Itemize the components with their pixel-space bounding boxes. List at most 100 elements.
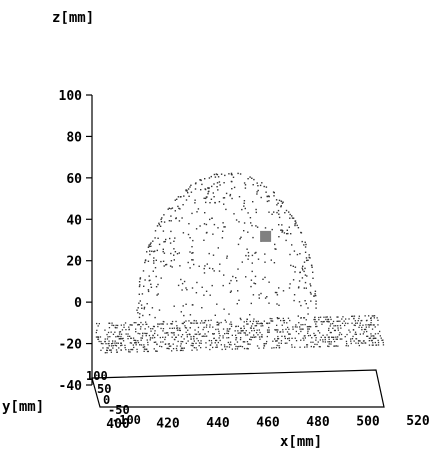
data-point [152,337,154,339]
data-point [158,222,160,224]
data-point [203,272,206,274]
data-point [280,206,282,208]
data-point [278,347,280,349]
data-point [158,323,160,325]
data-point [140,344,143,346]
data-point [370,333,372,335]
data-point [200,179,202,182]
data-point [251,330,253,332]
data-point [130,337,132,339]
data-point [291,244,293,246]
data-point [239,317,242,320]
data-point [353,340,355,342]
data-point [362,333,364,335]
data-point [242,341,244,343]
data-point [129,324,131,326]
data-point [137,332,139,335]
data-point [335,336,337,338]
data-point [268,326,270,329]
data-point [259,184,262,187]
data-point [155,259,157,261]
data-point [162,336,164,338]
data-point [208,190,210,192]
data-point [127,335,129,337]
data-point [149,253,151,256]
data-point [143,344,145,346]
data-point [161,217,163,219]
data-point [318,316,320,319]
data-point [230,173,233,176]
data-point [368,344,371,346]
data-point [198,265,200,267]
data-point [361,319,363,322]
data-point [207,193,209,195]
data-point [259,331,261,334]
data-point [237,325,239,327]
data-point [379,330,381,333]
data-point [253,329,255,332]
data-point [185,199,188,201]
data-point [237,268,239,270]
data-point [247,343,250,345]
data-point [304,337,306,339]
data-point [278,236,280,238]
data-point [219,263,221,265]
data-point [162,230,165,232]
data-point [135,328,137,330]
data-point [228,313,230,315]
data-point [247,251,250,254]
data-point [306,346,308,348]
data-point [289,213,291,216]
data-point [107,343,109,345]
data-point [233,213,235,215]
data-point [137,323,140,326]
data-point [189,314,192,316]
data-point [162,328,165,330]
data-point [224,319,226,321]
data-point [234,330,236,332]
data-point [229,291,232,293]
data-point [153,341,155,343]
data-point [110,351,112,353]
data-point [216,173,219,176]
data-point [194,199,196,201]
data-point [253,282,255,284]
data-point [203,294,205,296]
data-point [196,322,199,324]
data-point [240,318,242,321]
data-point [244,207,246,210]
data-point [327,318,330,321]
data-point [315,337,317,339]
data-point [141,293,144,295]
data-point [121,344,123,346]
data-point [345,340,348,343]
z-tick-label: 40 [66,213,82,228]
data-point [222,284,224,287]
x-tick-label: 500 [356,415,380,430]
data-point [229,193,232,196]
data-point [328,343,330,345]
data-point [146,251,148,253]
data-point [367,335,369,337]
data-point [138,281,141,283]
data-point [152,325,155,328]
data-point [250,222,252,224]
data-point [286,233,288,235]
data-point [108,322,110,324]
data-point [154,316,156,319]
data-point [280,319,282,322]
data-point [220,344,222,346]
data-point [180,311,182,313]
data-point [120,344,122,347]
data-point [316,325,318,328]
data-point [299,328,301,330]
data-point [154,330,156,332]
data-point [291,215,293,217]
data-point [213,183,215,185]
data-point [191,342,193,344]
data-point [293,250,296,252]
data-point [217,189,219,191]
data-point [209,218,211,221]
data-point [245,254,247,257]
data-point [129,351,131,353]
